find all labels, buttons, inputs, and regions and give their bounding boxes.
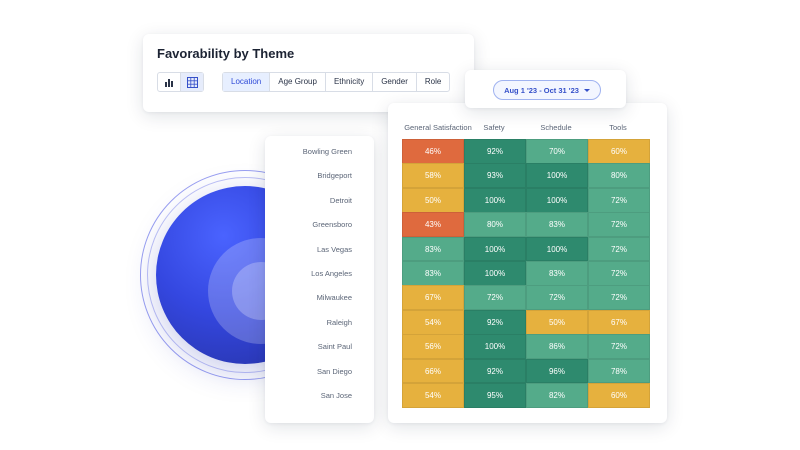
heatmap-cell[interactable]: 70% — [526, 139, 588, 164]
heatmap-grid: 46% 92% 70% 60% 58% 93% 100% 80% 50% 100% 100% 72% 4… — [402, 139, 652, 408]
heatmap-cell[interactable]: 100% — [526, 187, 588, 213]
heatmap-cell[interactable]: 83% — [526, 261, 588, 286]
heatmap-cell[interactable]: 58% — [402, 163, 464, 189]
heatmap-cell[interactable]: 56% — [402, 334, 464, 360]
page-title: Favorability by Theme — [157, 46, 295, 61]
heatmap-cell[interactable]: 78% — [588, 358, 650, 384]
location-label: San Jose — [320, 391, 352, 400]
location-label: Los Angeles — [311, 269, 352, 278]
location-label: Bowling Green — [302, 147, 352, 156]
grid-view-button[interactable] — [180, 73, 203, 91]
heatmap-cell[interactable]: 50% — [402, 187, 464, 213]
heatmap-cell[interactable]: 96% — [526, 358, 588, 384]
heatmap-cell[interactable]: 60% — [588, 383, 650, 408]
column-header: Safety — [483, 123, 505, 132]
heatmap-cell[interactable]: 83% — [402, 261, 464, 286]
heatmap-card: 46% 92% 70% 60% 58% 93% 100% 80% 50% 100% 100% 72% 4… — [388, 103, 667, 423]
bar-chart-view-button[interactable] — [158, 73, 180, 91]
heatmap-cell[interactable]: 92% — [464, 358, 526, 384]
column-header: Schedule — [540, 123, 572, 132]
tab-role[interactable]: Role — [415, 73, 449, 91]
heatmap-cell[interactable]: 100% — [526, 236, 588, 262]
location-label: Bridgeport — [317, 171, 352, 181]
heatmap-cell[interactable]: 72% — [588, 334, 650, 360]
view-toggle — [157, 72, 204, 92]
heatmap-cell[interactable]: 60% — [588, 139, 650, 164]
location-label: Saint Paul — [317, 342, 352, 352]
tab-age-group[interactable]: Age Group — [269, 73, 325, 91]
location-label: San Diego — [316, 366, 352, 376]
heatmap-cell[interactable]: 80% — [464, 212, 526, 238]
heatmap-cell[interactable]: 72% — [588, 212, 650, 238]
tab-gender[interactable]: Gender — [372, 73, 416, 91]
heatmap-cell[interactable]: 86% — [526, 334, 588, 360]
heatmap-cell[interactable]: 72% — [588, 261, 650, 286]
heatmap-cell[interactable]: 50% — [526, 309, 588, 335]
location-label: Detroit — [329, 195, 352, 205]
heatmap-cell[interactable]: 100% — [526, 163, 588, 189]
heatmap-cell[interactable]: 92% — [464, 309, 526, 335]
column-header: General Satisfaction — [404, 123, 472, 132]
heatmap-cell[interactable]: 100% — [464, 334, 526, 360]
heatmap-cell[interactable]: 67% — [402, 285, 464, 311]
segment-tabs: Location Age Group Ethnicity Gender Role — [222, 72, 451, 92]
heatmap-cell[interactable]: 82% — [526, 383, 588, 408]
heatmap-cell[interactable]: 46% — [402, 139, 464, 164]
heatmap-cell[interactable]: 93% — [464, 163, 526, 189]
date-filter-card: Aug 1 '23 - Oct 31 '23 — [465, 70, 626, 108]
grid-icon — [186, 76, 198, 88]
tab-ethnicity[interactable]: Ethnicity — [324, 73, 372, 91]
heatmap-cell[interactable]: 43% — [402, 212, 464, 238]
location-list-card: Bowling Green Bridgeport Detroit Greensboro… — [265, 136, 374, 423]
heatmap-cell[interactable]: 83% — [526, 212, 588, 238]
heatmap-cell[interactable]: 100% — [464, 261, 526, 286]
heatmap-cell[interactable]: 72% — [464, 285, 526, 311]
heatmap-cell[interactable]: 54% — [402, 383, 464, 408]
date-range-dropdown[interactable]: Aug 1 '23 - Oct 31 '23 — [493, 80, 601, 100]
heatmap-cell[interactable]: 54% — [402, 309, 464, 335]
bar-chart-icon — [165, 78, 173, 87]
heatmap-cell[interactable]: 66% — [402, 358, 464, 384]
tab-location[interactable]: Location — [223, 73, 270, 91]
heatmap-cell[interactable]: 72% — [588, 285, 650, 311]
location-label: Raleigh — [326, 317, 352, 327]
heatmap-cell[interactable]: 100% — [464, 187, 526, 213]
favorability-header-card: Favorability by Theme Location Age Group… — [143, 34, 474, 112]
heatmap-cell[interactable]: 95% — [464, 383, 526, 408]
column-header: Tools — [609, 123, 627, 132]
heatmap-cell[interactable]: 72% — [526, 285, 588, 311]
heatmap-cell[interactable]: 72% — [588, 236, 650, 262]
date-range-label: Aug 1 '23 - Oct 31 '23 — [504, 85, 579, 95]
heatmap-cell[interactable]: 100% — [464, 236, 526, 262]
heatmap-cell[interactable]: 92% — [464, 139, 526, 164]
heatmap-cell[interactable]: 72% — [588, 187, 650, 213]
location-label: Las Vegas — [316, 244, 352, 254]
heatmap-cell[interactable]: 80% — [588, 163, 650, 189]
chevron-down-icon — [583, 88, 590, 92]
heatmap-cell[interactable]: 83% — [402, 236, 464, 262]
location-label: Greensboro — [312, 220, 352, 230]
heatmap-cell[interactable]: 67% — [588, 309, 650, 335]
location-label: Milwaukee — [316, 293, 352, 303]
